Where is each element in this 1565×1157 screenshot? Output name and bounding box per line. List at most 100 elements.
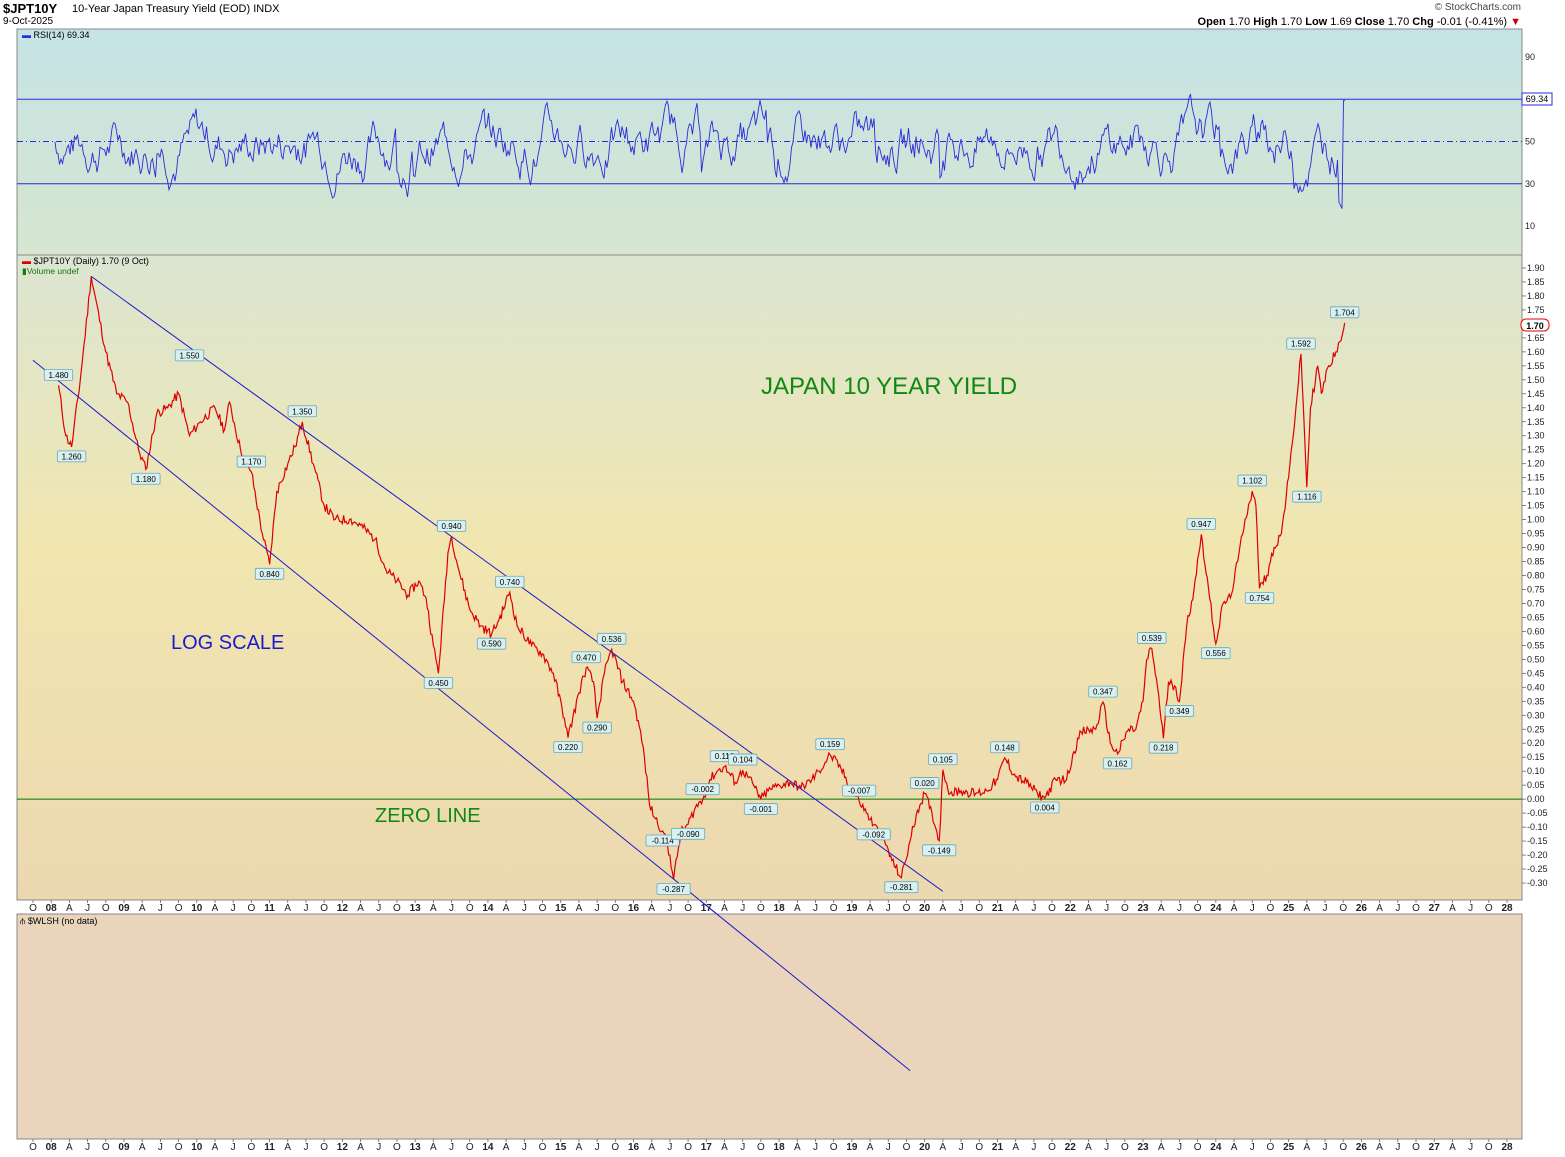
price-tick-label: 0.35 — [1527, 696, 1545, 706]
x-tick-label: O — [466, 903, 474, 914]
data-label-text: -0.002 — [691, 785, 714, 794]
open-value: 1.70 — [1228, 16, 1251, 28]
price-tick-label: 1.65 — [1527, 333, 1545, 343]
x-tick-label: A — [794, 903, 801, 914]
lower-legend-icon: ⫛ — [20, 916, 26, 926]
x-tick-label: J — [1177, 903, 1182, 914]
rsi-legend: ▬ RSI(14) 69.34 — [22, 30, 90, 40]
x-tick-label: 20 — [919, 1142, 931, 1153]
data-label-text: 0.536 — [602, 635, 623, 644]
data-label-text: 1.592 — [1291, 340, 1312, 349]
price-tick-label: 1.55 — [1527, 361, 1545, 371]
data-label-text: 0.940 — [442, 522, 463, 531]
x-tick-label: A — [430, 1142, 437, 1153]
data-label-text: 1.704 — [1335, 308, 1356, 317]
x-tick-label: A — [1376, 903, 1383, 914]
data-label-text: -0.001 — [750, 805, 773, 814]
chg-label: Chg — [1412, 16, 1434, 28]
data-label: 0.840 — [254, 567, 285, 580]
price-tick-label: 0.90 — [1527, 543, 1545, 553]
price-tick-label: 1.30 — [1527, 431, 1545, 441]
price-tick-label: 1.35 — [1527, 417, 1545, 427]
data-label-text: 0.218 — [1153, 744, 1174, 753]
x-tick-label: O — [1267, 903, 1275, 914]
x-tick-label: A — [721, 903, 728, 914]
x-tick-label: J — [522, 903, 527, 914]
x-tick-label: 13 — [410, 1142, 422, 1153]
x-tick-label: O — [1194, 1142, 1202, 1153]
x-tick-label: A — [1231, 1142, 1238, 1153]
data-label: 0.004 — [1030, 801, 1060, 814]
price-line — [57, 276, 1346, 880]
x-tick-label: J — [1250, 1142, 1255, 1153]
data-label-text: 0.539 — [1142, 634, 1163, 643]
data-label-text: -0.281 — [890, 883, 913, 892]
x-tick-label: 28 — [1501, 903, 1513, 914]
data-label-text: 0.740 — [500, 578, 521, 587]
x-tick-label: 20 — [919, 903, 931, 914]
price-tick-label: 1.80 — [1527, 291, 1545, 301]
x-tick-label: A — [1012, 1142, 1019, 1153]
x-tick-label: O — [1048, 1142, 1056, 1153]
x-tick-label: A — [1303, 903, 1310, 914]
data-label: 0.539 — [1137, 632, 1167, 644]
x-axis-top: O 08 A J O 09 A J O 10 A J O 11 A J O 12 A J O 13 A J O 14 A J O 15 A J… — [17, 899, 1522, 914]
x-tick-label: 16 — [628, 1142, 640, 1153]
x-tick-label: 14 — [482, 903, 494, 914]
price-tick-label: 0.40 — [1527, 682, 1545, 692]
x-tick-label: O — [611, 903, 619, 914]
price-tick-label: 0.00 — [1527, 794, 1545, 804]
x-tick-label: O — [1267, 1142, 1275, 1153]
x-tick-label: 18 — [774, 1142, 786, 1153]
x-tick-label: 17 — [701, 1142, 713, 1153]
lower-panel — [16, 913, 1523, 1140]
x-tick-label: A — [1376, 1142, 1383, 1153]
data-label: -0.114 — [645, 834, 680, 847]
low-label: Low — [1305, 16, 1328, 28]
price-tick-label: 1.50 — [1527, 375, 1545, 385]
price-tick-label: 1.85 — [1527, 277, 1545, 287]
price-last-badge: 1.70 — [1520, 318, 1550, 332]
x-tick-label: O — [1485, 903, 1493, 914]
x-tick-label: J — [1395, 903, 1400, 914]
price-tick-label: 1.10 — [1527, 487, 1545, 497]
x-tick-label: O — [247, 903, 255, 914]
data-label-text: -0.092 — [862, 830, 885, 839]
x-tick-label: 26 — [1356, 903, 1368, 914]
price-tick-label: -0.20 — [1527, 850, 1548, 860]
data-label: -0.281 — [884, 881, 919, 894]
x-tick-label: A — [1085, 1142, 1092, 1153]
x-tick-label: A — [867, 903, 874, 914]
data-label-text: 0.347 — [1093, 688, 1114, 697]
rsi-axis: 9070503010 — [1525, 52, 1535, 231]
data-label: 0.104 — [728, 753, 758, 766]
data-label-text: 0.162 — [1108, 759, 1129, 768]
x-tick-label: O — [539, 1142, 547, 1153]
x-tick-label: O — [466, 1142, 474, 1153]
data-label-text: -0.007 — [848, 787, 871, 796]
x-tick-label: A — [66, 1142, 73, 1153]
data-label: 1.480 — [43, 369, 74, 381]
data-label-text: 0.840 — [260, 570, 281, 579]
data-label: 1.260 — [56, 450, 87, 463]
x-tick-label: A — [576, 903, 583, 914]
data-label-text: 0.004 — [1035, 804, 1056, 813]
x-tick-label: O — [684, 903, 692, 914]
x-tick-label: O — [975, 1142, 983, 1153]
x-tick-label: O — [903, 903, 911, 914]
x-tick-label: O — [757, 1142, 765, 1153]
data-label: 0.220 — [553, 741, 583, 754]
x-tick-label: O — [830, 903, 838, 914]
rsi-last-badge: 69.34 — [1521, 92, 1553, 106]
rsi-legend-icon: ▬ — [22, 30, 31, 40]
x-tick-label: A — [1158, 903, 1165, 914]
x-tick-label: J — [1323, 903, 1328, 914]
x-tick-label: O — [1412, 903, 1420, 914]
x-tick-label: A — [1303, 1142, 1310, 1153]
x-tick-label: 27 — [1429, 903, 1441, 914]
price-tick-label: 1.05 — [1527, 501, 1545, 511]
x-tick-label: A — [721, 1142, 728, 1153]
price-tick-label: 1.40 — [1527, 403, 1545, 413]
x-tick-label: 11 — [264, 1142, 275, 1153]
x-tick-label: J — [959, 903, 964, 914]
